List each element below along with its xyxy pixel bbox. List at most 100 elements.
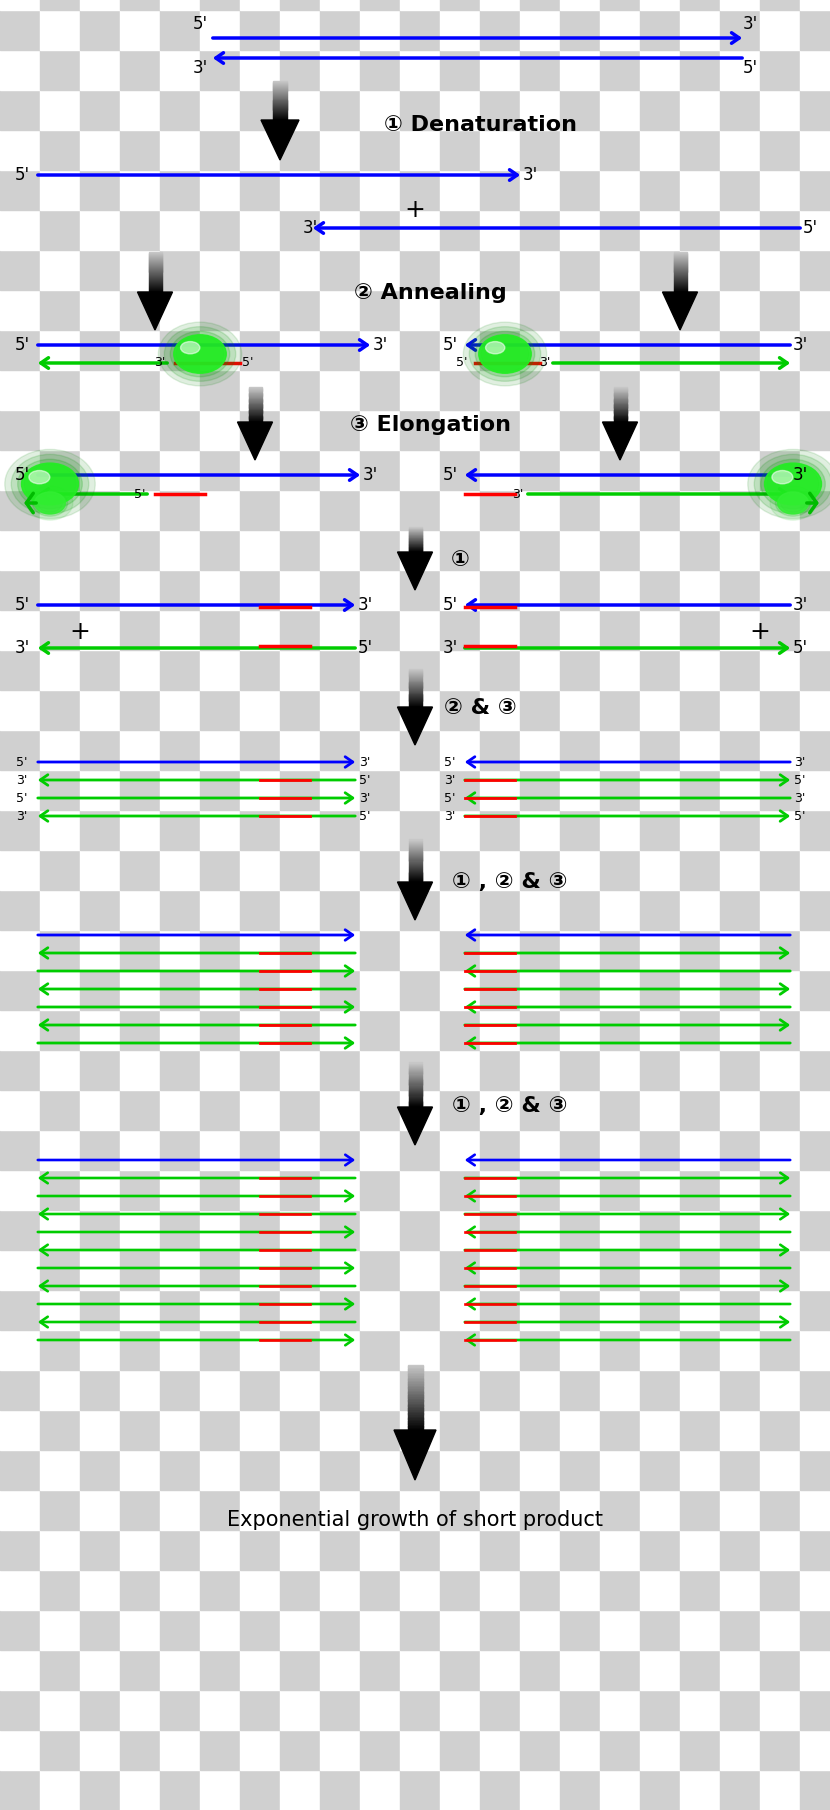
Bar xyxy=(640,1410,680,1450)
Bar xyxy=(360,329,400,369)
Bar xyxy=(480,930,520,970)
Bar xyxy=(200,811,240,851)
Bar xyxy=(320,1211,360,1251)
Bar xyxy=(240,1770,280,1810)
Bar xyxy=(680,1090,720,1129)
Bar xyxy=(400,1490,440,1529)
Bar xyxy=(280,1651,320,1691)
Bar xyxy=(760,0,800,11)
Bar xyxy=(200,729,240,769)
Bar xyxy=(520,1410,560,1450)
Bar xyxy=(440,1251,480,1291)
Bar xyxy=(80,1010,120,1050)
Bar xyxy=(680,1450,720,1490)
Bar xyxy=(560,11,600,51)
Bar xyxy=(120,1090,160,1129)
Bar xyxy=(408,1397,422,1399)
Bar xyxy=(440,1611,480,1651)
Bar xyxy=(280,970,320,1010)
Bar xyxy=(80,210,120,250)
Bar xyxy=(160,51,200,90)
Bar xyxy=(520,1490,560,1529)
Bar xyxy=(360,650,400,690)
Bar xyxy=(520,610,560,650)
Bar xyxy=(280,1569,320,1611)
Bar xyxy=(560,51,600,90)
Bar xyxy=(360,1770,400,1810)
Bar xyxy=(280,329,320,369)
Bar xyxy=(800,1050,830,1090)
Bar xyxy=(360,1529,400,1569)
Bar xyxy=(240,1611,280,1651)
Bar xyxy=(640,451,680,491)
Text: 5': 5' xyxy=(242,357,254,369)
Bar xyxy=(800,1490,830,1529)
Ellipse shape xyxy=(32,491,67,516)
Bar xyxy=(560,1330,600,1370)
Bar xyxy=(600,690,640,729)
Bar xyxy=(120,1490,160,1529)
Bar xyxy=(640,1450,680,1490)
Bar xyxy=(40,1569,80,1611)
Text: ② & ③: ② & ③ xyxy=(443,699,516,719)
Bar xyxy=(520,1730,560,1770)
Bar xyxy=(240,0,280,11)
Bar xyxy=(800,1129,830,1169)
Bar xyxy=(280,1291,320,1330)
Bar xyxy=(40,570,80,610)
Bar xyxy=(400,411,440,451)
Polygon shape xyxy=(138,291,173,329)
Bar xyxy=(240,1169,280,1211)
Bar xyxy=(600,1129,640,1169)
Bar xyxy=(320,729,360,769)
Bar xyxy=(200,1569,240,1611)
Bar xyxy=(440,1529,480,1569)
Bar xyxy=(440,690,480,729)
Bar xyxy=(280,1450,320,1490)
Bar xyxy=(0,1169,40,1211)
Bar xyxy=(800,250,830,290)
Bar xyxy=(800,610,830,650)
Bar xyxy=(160,369,200,411)
Bar xyxy=(280,1010,320,1050)
Bar xyxy=(280,851,320,891)
Polygon shape xyxy=(398,1108,432,1146)
Bar xyxy=(280,491,320,530)
Text: ① , ② & ③: ① , ② & ③ xyxy=(452,872,568,892)
Bar xyxy=(800,0,830,11)
Bar xyxy=(360,1651,400,1691)
Text: 5': 5' xyxy=(803,219,818,237)
Bar xyxy=(400,130,440,170)
Bar xyxy=(520,1251,560,1291)
Bar xyxy=(440,1129,480,1169)
Bar xyxy=(440,811,480,851)
Ellipse shape xyxy=(481,337,529,373)
Bar xyxy=(600,930,640,970)
Bar xyxy=(600,1050,640,1090)
Text: 3': 3' xyxy=(444,773,456,787)
Bar xyxy=(80,690,120,729)
Bar xyxy=(400,851,440,891)
Bar xyxy=(320,650,360,690)
Bar xyxy=(40,250,80,290)
Bar xyxy=(600,1569,640,1611)
Ellipse shape xyxy=(463,322,547,386)
Bar xyxy=(120,690,160,729)
Bar xyxy=(560,170,600,210)
Bar xyxy=(640,329,680,369)
Bar xyxy=(408,1399,422,1401)
Bar xyxy=(40,1450,80,1490)
Bar xyxy=(600,250,640,290)
Bar xyxy=(160,1730,200,1770)
Bar xyxy=(520,329,560,369)
Bar xyxy=(520,1651,560,1691)
Bar xyxy=(560,1569,600,1611)
Bar xyxy=(360,1569,400,1611)
Text: 3': 3' xyxy=(154,357,166,369)
Bar xyxy=(40,90,80,130)
Bar xyxy=(640,411,680,451)
Bar xyxy=(120,530,160,570)
Bar xyxy=(640,1370,680,1410)
Bar xyxy=(680,690,720,729)
Ellipse shape xyxy=(170,331,230,376)
